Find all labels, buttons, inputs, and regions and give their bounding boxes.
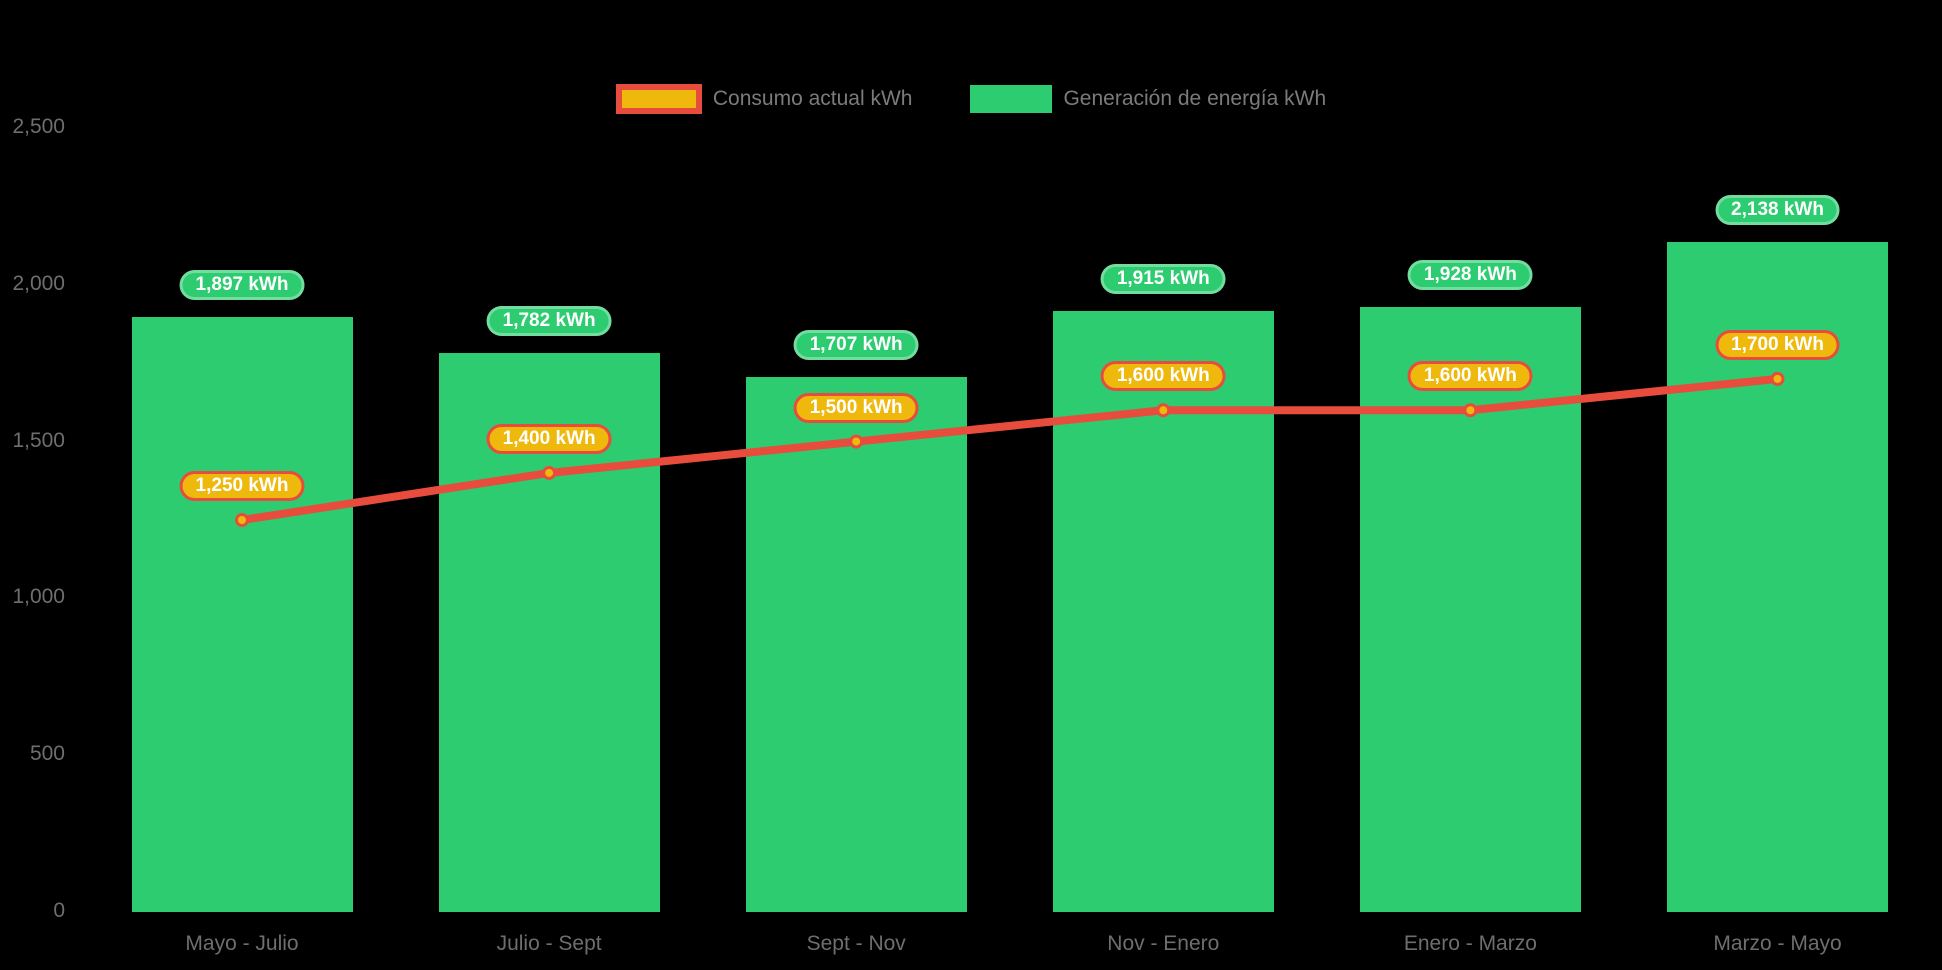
consumo-swatch-icon	[615, 84, 702, 114]
bar-generacion[interactable]	[131, 317, 353, 912]
consumption-point[interactable]	[1770, 371, 1785, 386]
y-axis-tick-label: 500	[29, 742, 65, 766]
y-axis-tick-label: 2,000	[12, 271, 65, 295]
consumption-value-label: 1,700 kWh	[1715, 329, 1840, 360]
bar-value-label: 1,707 kWh	[793, 329, 919, 360]
consumption-value-label: 1,250 kWh	[179, 471, 305, 501]
consumption-line[interactable]	[238, 374, 1782, 524]
consumption-point[interactable]	[849, 434, 864, 449]
consumption-value-label: 1,400 kWh	[486, 423, 612, 454]
consumption-point[interactable]	[1156, 403, 1171, 418]
y-axis-tick-label: 1,000	[12, 585, 65, 609]
y-axis-tick-label: 2,500	[12, 115, 65, 138]
x-axis-label: Julio - Sept	[496, 932, 602, 955]
legend-item-generacion[interactable]: Generación de energía kWh	[970, 85, 1326, 113]
bar-value-label: 1,928 kWh	[1407, 260, 1533, 291]
bar-value-label: 1,897 kWh	[179, 270, 305, 301]
bar-value-label: 2,138 kWh	[1715, 194, 1840, 225]
consumption-point[interactable]	[1463, 403, 1478, 418]
generacion-swatch-icon	[970, 85, 1053, 113]
legend-label-generacion: Generación de energía kWh	[1063, 87, 1327, 110]
x-axis-label: Marzo - Mayo	[1713, 932, 1842, 955]
y-axis-tick-label: 1,500	[12, 428, 65, 452]
consumption-value-label: 1,600 kWh	[1407, 361, 1533, 392]
bar-value-label: 1,782 kWh	[486, 306, 612, 337]
legend-label-consumo: Consumo actual kWh	[712, 87, 913, 110]
x-axis-label: Enero - Marzo	[1403, 932, 1537, 955]
consumption-point[interactable]	[542, 465, 557, 480]
bar-generacion[interactable]	[745, 376, 967, 912]
legend: Consumo actual kWh Generación de energía…	[0, 84, 1942, 114]
consumption-point[interactable]	[235, 513, 249, 527]
x-axis-label: Sept - Nov	[806, 932, 906, 955]
x-axis-label: Mayo - Julio	[185, 932, 299, 955]
bar-value-label: 1,915 kWh	[1100, 264, 1226, 295]
x-axis-label: Nov - Enero	[1107, 932, 1220, 955]
y-axis-tick-label: 0	[53, 899, 65, 922]
consumption-value-label: 1,600 kWh	[1100, 361, 1226, 392]
legend-item-consumo[interactable]: Consumo actual kWh	[615, 84, 913, 114]
consumption-value-label: 1,500 kWh	[793, 392, 919, 423]
